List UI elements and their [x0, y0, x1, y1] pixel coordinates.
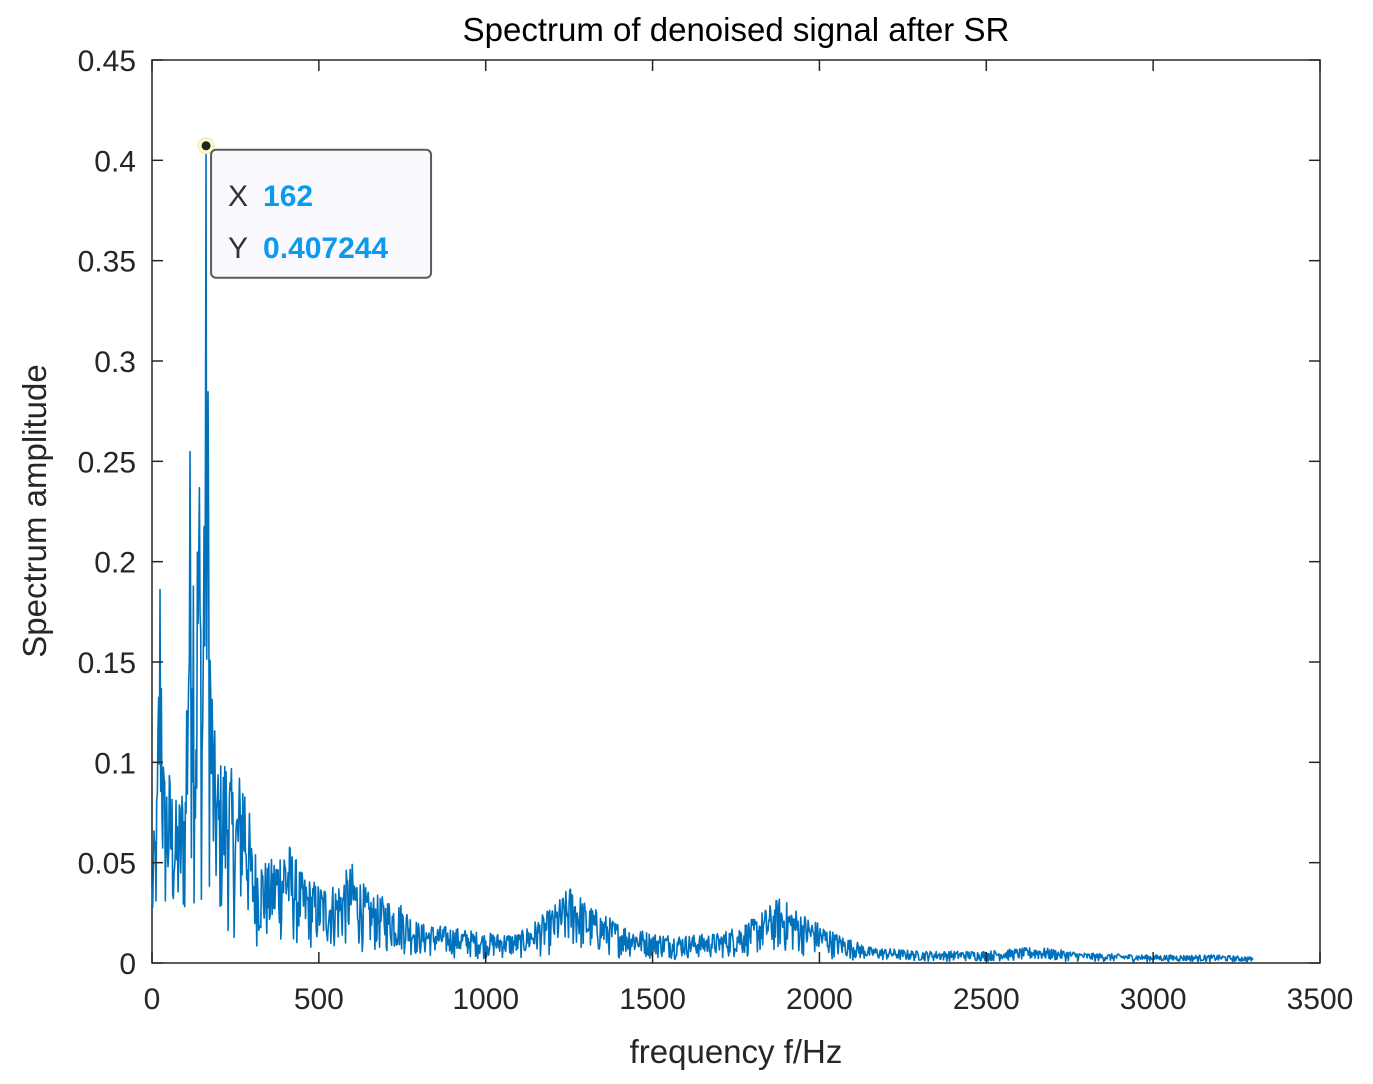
y-tick-label: 0.2 [94, 547, 136, 580]
datatip-box [210, 148, 433, 279]
y-tick-label: 0.15 [78, 647, 136, 680]
datatip-y-key: Y [228, 232, 248, 265]
datatip-y-value: 0.407244 [263, 232, 388, 265]
datatip-marker[interactable] [201, 141, 211, 151]
y-tick-label: 0.05 [78, 848, 136, 881]
x-tick-label: 1500 [619, 983, 686, 1016]
x-tick-label: 3500 [1287, 983, 1354, 1016]
x-axis-title: frequency f/Hz [630, 1033, 843, 1070]
y-tick-label: 0.4 [94, 145, 136, 178]
y-tick-label: 0.35 [78, 246, 136, 279]
y-tick-label: 0.3 [94, 346, 136, 379]
axis-ticks: 0 500 1000 1500 2000 2500 3000 3500 0 0.05 0.1 0.15… [78, 45, 1354, 1016]
y-axis-title: Spectrum amplitude [16, 364, 53, 657]
x-tick-label: 500 [294, 983, 344, 1016]
spectrum-series-line [151, 145, 1254, 963]
y-tick-label: 0.1 [94, 747, 136, 780]
y-tick-label: 0 [119, 948, 136, 981]
x-tick-label: 0 [144, 983, 161, 1016]
x-tick-label: 3000 [1120, 983, 1187, 1016]
x-tick-label: 1000 [452, 983, 519, 1016]
y-tick-label: 0.25 [78, 446, 136, 479]
datatip-x-value: 162 [263, 180, 313, 213]
chart-title: Spectrum of denoised signal after SR [463, 11, 1010, 48]
x-tick-label: 2500 [953, 983, 1020, 1016]
x-tick-label: 2000 [786, 983, 853, 1016]
datatip[interactable]: X 162 Y 0.407244 [197, 137, 433, 279]
y-tick-label: 0.45 [78, 45, 136, 78]
datatip-x-key: X [228, 180, 248, 213]
